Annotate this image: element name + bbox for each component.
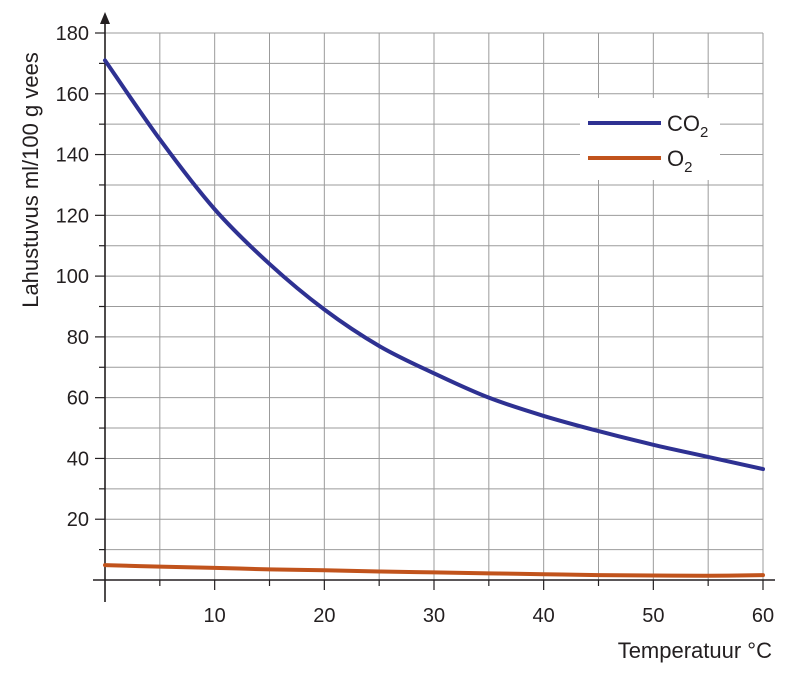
y-tick-label: 60 [67,388,89,410]
y-axis-arrow [100,12,110,24]
x-tick-label: 60 [752,605,774,627]
legend-label-main: CO [667,111,700,136]
y-tick-label: 120 [56,205,89,227]
legend-label-co2: CO2 [667,111,708,141]
series-line-o2 [103,563,765,578]
x-tick-label: 20 [313,605,335,627]
x-tick-label: 50 [642,605,664,627]
y-tick-label: 180 [56,23,89,45]
y-tick-label: 40 [67,448,89,470]
x-tick-label: 40 [533,605,555,627]
y-tick-label: 20 [67,509,89,531]
grid [105,32,764,580]
y-tick-label: 80 [67,327,89,349]
x-axis-label: Temperatuur °C [618,638,772,663]
y-axis-label: Lahustuvus ml/100 g vees [18,52,43,308]
y-tick-label: 140 [56,145,89,167]
legend-box [580,98,720,180]
ticks: 10 20 30 40 50 60 20 40 60 80 100 120 140 160 180 [56,23,775,627]
series-line-co2 [103,58,765,472]
y-tick-label: 100 [56,266,89,288]
x-tick-label: 10 [204,605,226,627]
series-lines [103,58,765,578]
legend-label-o2: O2 [667,146,692,176]
x-tick-label: 30 [423,605,445,627]
legend-label-main: O [667,146,684,171]
y-tick-label: 160 [56,84,89,106]
legend-label-subscript: 2 [684,159,692,176]
legend-label-subscript: 2 [700,124,708,141]
